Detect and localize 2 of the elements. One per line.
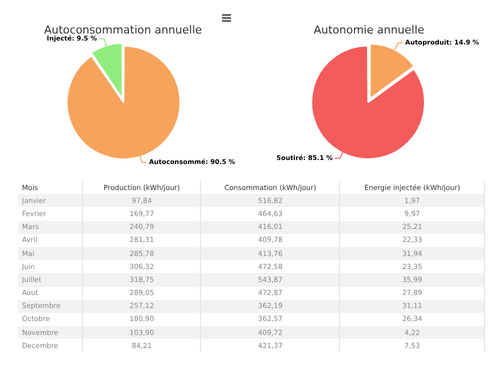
chart-title: Autoconsommation annuelle (44, 23, 202, 36)
chart-title: Autonomie annuelle (314, 23, 425, 36)
